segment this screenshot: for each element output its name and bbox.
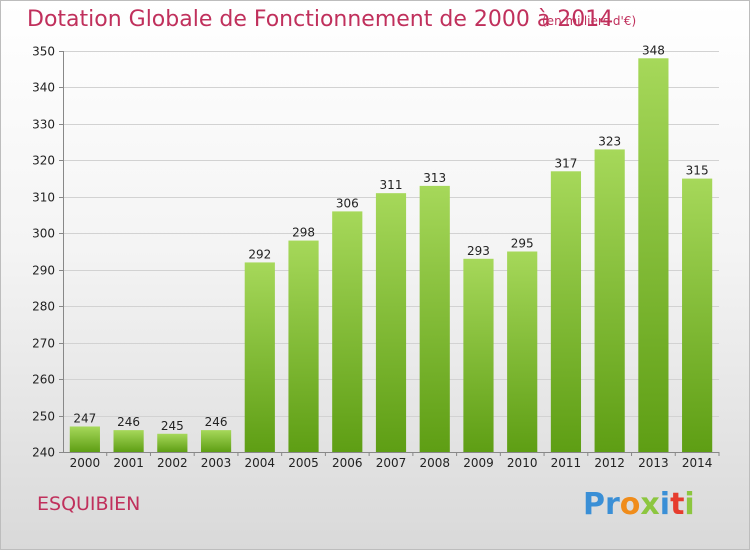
x-tick-label: 2004 (245, 456, 276, 470)
axis-layer: 240 250 260 270 280 290 300 310 320 330 340 350 2000… (32, 45, 720, 470)
y-tick-label: 310 (32, 191, 55, 205)
y-tick-label: 330 (32, 118, 55, 132)
bar-value-label: 306 (336, 196, 359, 210)
x-tick-label: 2007 (376, 456, 407, 470)
logo-letter: i (659, 487, 671, 522)
bar-2003[interactable] (200, 430, 232, 452)
x-tick-label: 2014 (682, 456, 713, 470)
bar-value-label: 348 (642, 43, 665, 57)
bar-2013[interactable] (638, 58, 669, 453)
bar-value-label: 315 (686, 164, 709, 178)
bar-value-label: 246 (205, 415, 228, 429)
x-tick-label: 2010 (507, 456, 538, 470)
bar-value-label: 292 (248, 247, 271, 261)
x-tick-label: 2000 (70, 456, 101, 470)
x-tick-label: 2005 (288, 456, 319, 470)
bar-2011[interactable] (550, 171, 582, 453)
logo-letter: r (605, 487, 620, 522)
y-tick-label: 250 (32, 410, 55, 424)
bar-2008[interactable] (419, 185, 450, 452)
x-tick-label: 2002 (157, 456, 188, 470)
x-tick-label: 2012 (594, 456, 625, 470)
y-tick-label: 350 (32, 45, 55, 59)
x-tick-label: 2008 (419, 456, 450, 470)
bar-2006[interactable] (332, 211, 363, 452)
logo-letter: o (619, 487, 641, 522)
bar-2001[interactable] (113, 430, 144, 452)
y-tick-label: 290 (32, 264, 55, 278)
bar-value-label: 311 (380, 178, 403, 192)
bar-value-label: 313 (423, 171, 446, 185)
y-tick-label: 340 (32, 81, 55, 95)
x-tick-label: 2003 (201, 456, 232, 470)
y-tick-label: 260 (32, 373, 55, 387)
bar-2007[interactable] (375, 193, 407, 452)
logo-letter: t (670, 487, 685, 522)
y-tick-label: 300 (32, 227, 55, 241)
x-tick-label: 2013 (638, 456, 669, 470)
bar-value-label: 293 (467, 244, 490, 258)
bar-2000[interactable] (69, 426, 100, 452)
bar-value-label: 298 (292, 226, 315, 240)
logo-letter: x (640, 487, 660, 522)
bar-2005[interactable] (288, 240, 319, 452)
y-tick-label: 240 (32, 446, 55, 460)
commune-name: ESQUIBIEN (37, 493, 141, 515)
bar-2012[interactable] (594, 149, 625, 452)
x-tick-label: 2009 (463, 456, 494, 470)
bar-2002[interactable] (157, 433, 188, 452)
x-tick-label: 2006 (332, 456, 363, 470)
bar-value-label: 246 (117, 415, 140, 429)
proxiti-logo[interactable]: Proxiti (583, 487, 695, 522)
y-tick-label: 270 (32, 337, 55, 351)
y-tick-label: 320 (32, 154, 55, 168)
chart-subtitle: (en milliers d'€) (542, 14, 637, 28)
bar-value-label: 295 (511, 237, 534, 251)
chart-title: Dotation Globale de Fonctionnement de 20… (27, 7, 614, 32)
bar-value-label: 323 (598, 134, 621, 148)
bar-layer: 247 246 245 246 292 298 306 311 313 293 295 317 323 3… (69, 43, 713, 453)
bar-value-label: 245 (161, 419, 184, 433)
bar-2014[interactable] (682, 178, 713, 452)
bar-value-label: 247 (73, 411, 96, 425)
bar-2010[interactable] (507, 251, 538, 453)
bar-2009[interactable] (463, 258, 494, 452)
x-tick-label: 2001 (113, 456, 144, 470)
bar-2004[interactable] (244, 262, 275, 452)
x-tick-label: 2011 (551, 456, 582, 470)
bar-value-label: 317 (554, 156, 577, 170)
logo-letter: i (684, 487, 695, 522)
logo-letter: P (583, 487, 605, 522)
y-tick-label: 280 (32, 300, 55, 314)
